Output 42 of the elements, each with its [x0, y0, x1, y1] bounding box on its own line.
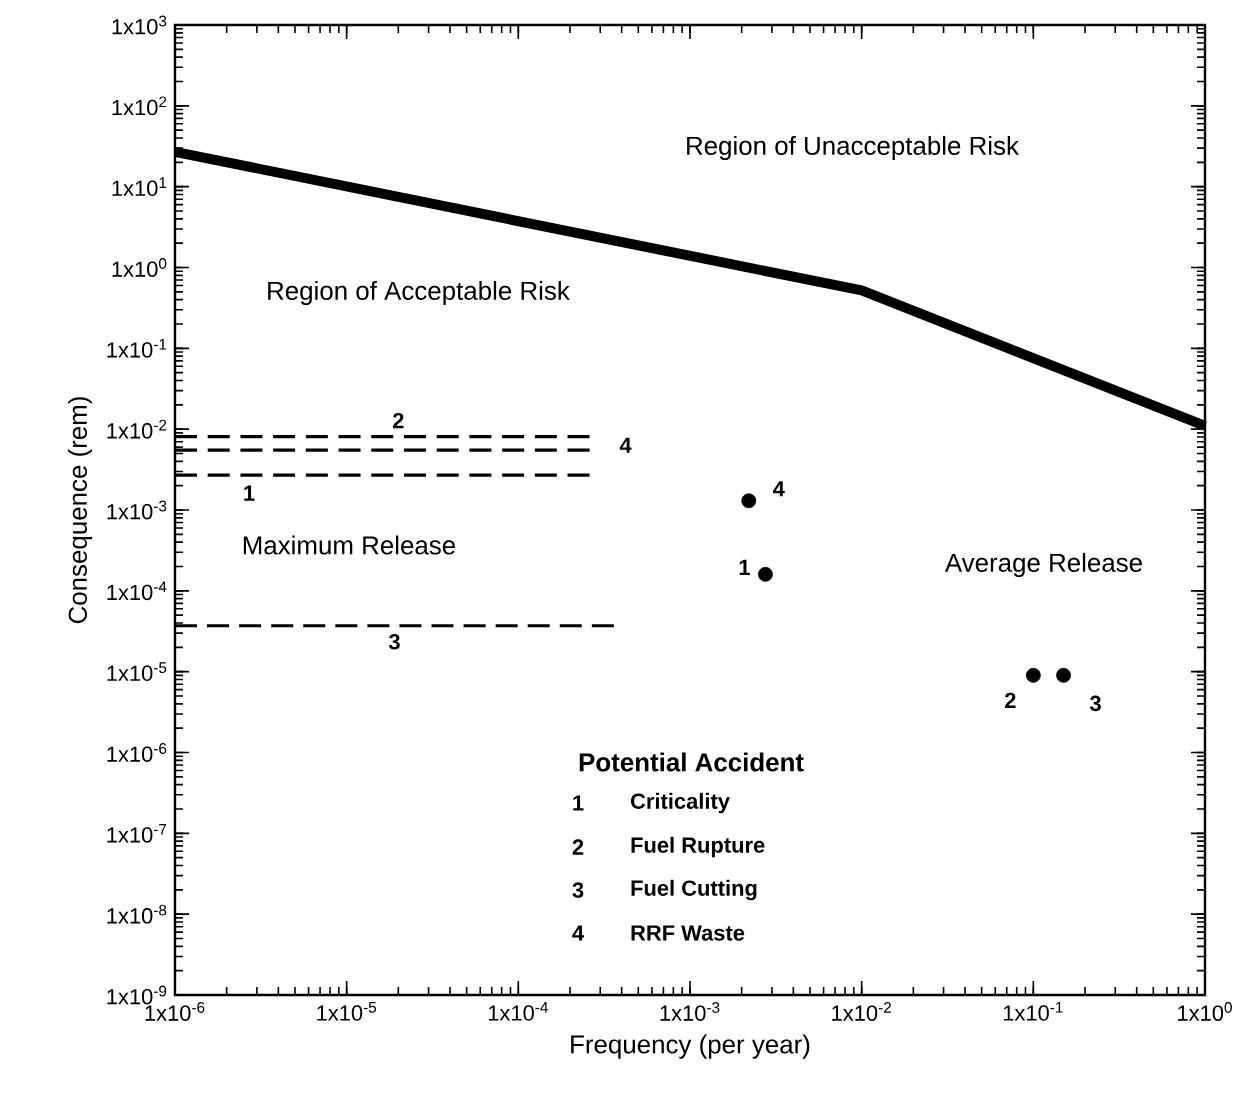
- annotation: 4: [773, 481, 785, 497]
- y-tick-label: 1x10$^{-6}$: [107, 743, 167, 762]
- y-tick-label: 1x10$^{1}$: [112, 177, 167, 197]
- annotation: Region of Unacceptable Risk: [687, 135, 1020, 161]
- annotation: Fuel Cutting: [631, 879, 757, 901]
- annotation: 2: [392, 412, 404, 429]
- annotation: Criticality: [630, 792, 730, 814]
- x-tick-label: 1x10$^{0}$: [1178, 1002, 1232, 1021]
- y-tick-label: 1x10$^{-5}$: [107, 662, 167, 682]
- y-tick-label: 1x10$^{-3}$: [107, 500, 167, 520]
- y-tick-label: 1x10$^{-8}$: [107, 904, 167, 924]
- annotation: Maximum Release: [243, 535, 455, 555]
- y-tick-label: 1x10$^{3}$: [112, 15, 167, 35]
- annotation: RRF Waste: [631, 925, 745, 941]
- annotation: 3: [572, 882, 584, 898]
- x-tick-label: 1x10$^{-5}$: [317, 1002, 377, 1021]
- x-tick-label: 1x10$^{-3}$: [660, 1002, 720, 1021]
- x-axis-title: Frequency (per year): [571, 1034, 810, 1059]
- annotation: Potential Accident: [579, 752, 804, 772]
- annotation: 2: [1004, 692, 1016, 709]
- annotation: 2: [572, 839, 584, 855]
- annotation: 1: [244, 485, 255, 501]
- annotation: 1: [573, 795, 584, 811]
- annotation: Region of Acceptable Risk: [268, 280, 570, 306]
- annotation: Average Release: [944, 552, 1142, 578]
- annotation: 4: [619, 437, 632, 453]
- annotation: 4: [572, 925, 584, 941]
- y-tick-label: 1x10$^{-1}$: [107, 338, 167, 358]
- x-tick-label: 1x10$^{-4}$: [488, 1002, 548, 1021]
- annotation: 3: [388, 633, 400, 650]
- y-tick-label: 1x10$^{2}$: [112, 96, 167, 116]
- annotation: 3: [1089, 695, 1101, 712]
- y-tick-label: 1x10$^{-2}$: [107, 419, 167, 439]
- annotation: Fuel Rupture: [631, 836, 765, 858]
- x-tick-label: 1x10$^{-2}$: [832, 1002, 891, 1021]
- y-tick-label: 1x10$^{-9}$: [107, 985, 167, 1005]
- y-axis-title: Consequence (rem): [67, 397, 93, 624]
- y-tick-label: 1x10$^{0}$: [112, 258, 167, 277]
- y-tick-label: 1x10$^{-4}$: [107, 581, 167, 601]
- y-tick-label: 1x10$^{-7}$: [107, 823, 167, 843]
- annotation: 1: [739, 559, 750, 575]
- x-tick-label: 1x10$^{-1}$: [1003, 1002, 1063, 1021]
